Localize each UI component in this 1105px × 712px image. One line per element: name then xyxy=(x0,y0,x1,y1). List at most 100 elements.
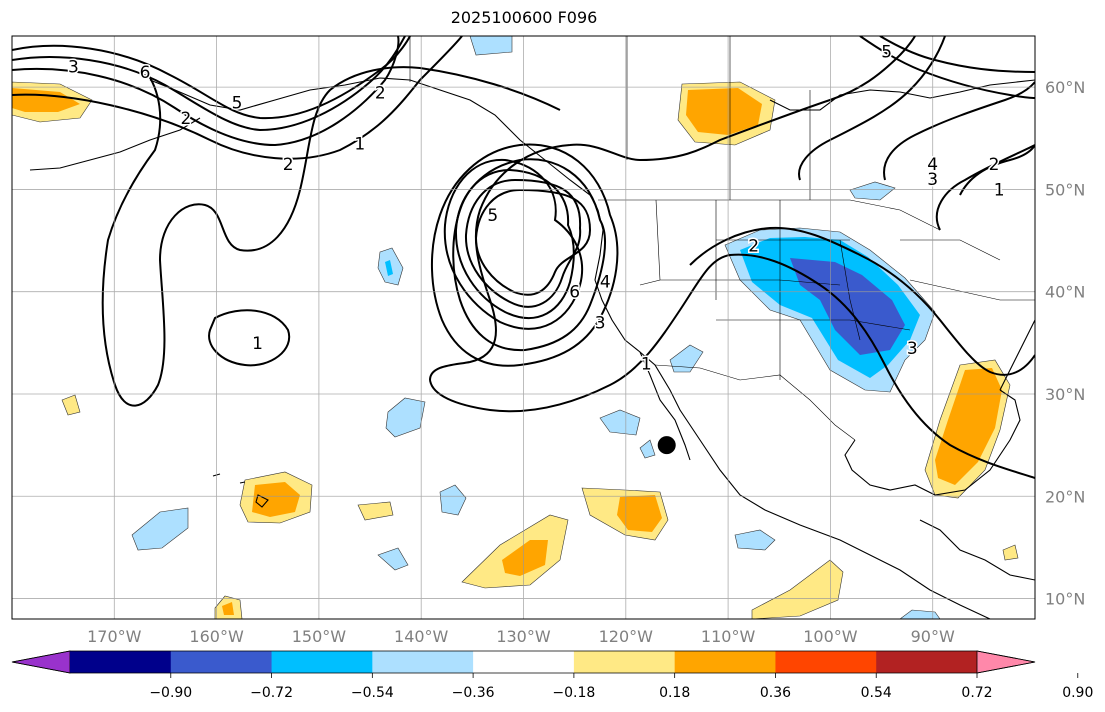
coastline-aleutians xyxy=(29,117,201,171)
colorbar-segment xyxy=(271,651,373,673)
colorbar-tick-label: −0.54 xyxy=(351,685,394,701)
contour-line xyxy=(208,309,291,367)
colorbar-tick-label: 0.54 xyxy=(861,685,892,701)
contour-label: 3 xyxy=(68,58,79,78)
coastline-central-america xyxy=(919,519,1035,581)
colorbar-tick-label: 0.36 xyxy=(760,685,791,701)
lat-tick-label: 10°N xyxy=(1045,590,1085,609)
lat-tick-label: 60°N xyxy=(1045,78,1085,97)
contour-label: 3 xyxy=(927,170,938,190)
contour-line xyxy=(883,81,1035,181)
contour-line xyxy=(452,158,607,352)
contour-line xyxy=(101,66,561,407)
anomaly-region xyxy=(222,602,234,615)
coastline-west-coast xyxy=(594,209,991,619)
contour-label: 2 xyxy=(283,155,294,175)
contour-label: 1 xyxy=(252,334,263,354)
contour-line xyxy=(689,226,1035,376)
contour-label: 2 xyxy=(180,109,191,129)
lon-tick-label: 90°W xyxy=(911,627,955,646)
anomaly-region xyxy=(639,439,656,459)
contour-label: 2 xyxy=(375,83,386,103)
colorbar-segment xyxy=(473,651,575,673)
gridlines xyxy=(12,36,1035,619)
lon-tick-label: 110°W xyxy=(701,627,756,646)
anomaly-region xyxy=(790,258,905,355)
lon-tick-label: 140°W xyxy=(394,627,449,646)
anomaly-region xyxy=(439,484,467,516)
lon-tick-label: 130°W xyxy=(496,627,551,646)
anomaly-region xyxy=(252,482,300,517)
longitude-labels: 170°W 160°W 150°W 140°W 130°W 120°W 110°W 100°W… xyxy=(87,627,955,646)
lat-tick-label: 20°N xyxy=(1045,487,1085,506)
contour-line xyxy=(474,188,592,296)
lon-tick-label: 150°W xyxy=(292,627,347,646)
latitude-labels: 10°N 20°N 30°N 40°N 50°N 60°N xyxy=(1045,78,1085,608)
contour-lines xyxy=(12,36,1035,479)
colorbar-segment xyxy=(372,651,474,673)
anomaly-region xyxy=(469,36,513,56)
political-borders xyxy=(409,36,1035,441)
anomaly-region xyxy=(599,409,641,436)
colorbar-tick-labels: −0.90 −0.72 −0.54 −0.36 −0.18 0.18 0.36 0.54 0.7… xyxy=(149,673,1093,701)
anomaly-region xyxy=(849,181,896,201)
location-marker xyxy=(657,436,676,455)
map-frame xyxy=(11,35,1036,620)
contour-label: 1 xyxy=(354,134,365,154)
colorbar-segment xyxy=(674,651,776,673)
anomaly-region xyxy=(357,501,394,521)
colorbar xyxy=(11,650,1036,674)
contour-label: 3 xyxy=(907,339,918,359)
colorbar-extend-high xyxy=(976,650,1036,674)
colorbar-extend-low xyxy=(11,650,71,674)
chart-title: 2025100600 F096 xyxy=(450,8,598,27)
coastline-gulf xyxy=(844,389,1021,496)
anomaly-region xyxy=(617,495,662,532)
colorbar-tick-label: 0.18 xyxy=(659,685,690,701)
colorbar-segment xyxy=(170,651,273,673)
contour-line xyxy=(454,168,575,319)
colorbar-outline xyxy=(11,650,1036,674)
anomaly-region xyxy=(385,397,426,438)
contour-label: 5 xyxy=(881,42,892,62)
contour-line xyxy=(429,36,916,381)
anomaly-region xyxy=(899,609,941,619)
contour-label: 4 xyxy=(927,155,938,175)
anomaly-region xyxy=(734,529,776,551)
lat-tick-label: 40°N xyxy=(1045,283,1085,302)
contour-label: 5 xyxy=(487,206,498,226)
contour-label: 5 xyxy=(232,93,243,113)
anomaly-region xyxy=(502,540,548,576)
anomaly-region xyxy=(1002,544,1019,561)
colorbar-tick-label: −0.18 xyxy=(552,685,595,701)
lon-tick-label: 170°W xyxy=(87,627,142,646)
colorbar-tick-label: −0.72 xyxy=(250,685,293,701)
anomaly-region xyxy=(131,507,189,551)
contour-line xyxy=(430,143,619,367)
contour-line xyxy=(12,36,400,147)
contour-line xyxy=(429,253,1035,479)
anomaly-region xyxy=(669,344,704,373)
contour-label: 3 xyxy=(595,313,606,333)
contour-label: 1 xyxy=(641,354,652,374)
state-borders xyxy=(626,36,1035,380)
contour-label: 2 xyxy=(989,155,1000,175)
coastline-baja xyxy=(639,351,691,461)
coastline-east xyxy=(999,319,1035,391)
contour-line xyxy=(12,36,463,160)
colorbar-segment xyxy=(70,651,172,673)
anomaly-region xyxy=(61,394,81,416)
contour-line xyxy=(859,36,1035,99)
lon-tick-label: 100°W xyxy=(803,627,858,646)
lat-tick-label: 30°N xyxy=(1045,385,1085,404)
anomaly-region xyxy=(385,260,393,276)
lon-tick-label: 160°W xyxy=(189,627,244,646)
lat-tick-label: 50°N xyxy=(1045,180,1085,199)
contour-line xyxy=(879,36,1035,73)
contour-line xyxy=(12,36,406,132)
colorbar-segment xyxy=(573,651,676,673)
contour-line xyxy=(443,158,584,330)
contour-label: 6 xyxy=(140,63,151,83)
